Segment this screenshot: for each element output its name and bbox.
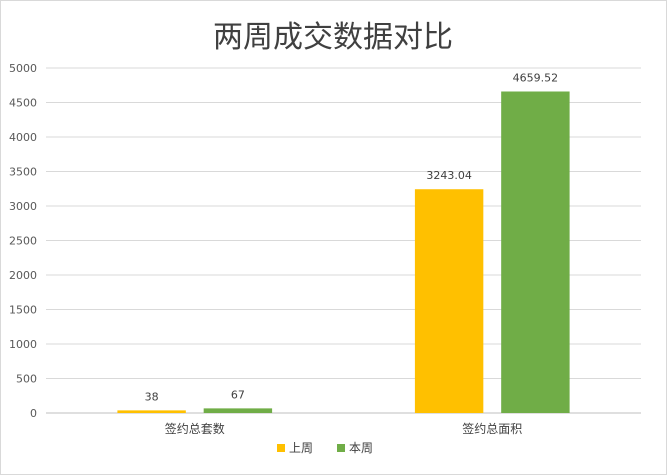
category-label: 签约总面积 bbox=[462, 421, 522, 436]
y-tick-label: 1500 bbox=[9, 304, 37, 317]
legend-swatch bbox=[277, 444, 285, 452]
bars bbox=[117, 91, 570, 414]
legend-swatch bbox=[337, 444, 345, 452]
y-tick-label: 0 bbox=[30, 407, 37, 420]
y-tick-label: 2500 bbox=[9, 235, 37, 248]
category-label: 签约总套数 bbox=[165, 421, 225, 436]
y-tick-label: 500 bbox=[16, 373, 37, 386]
y-tick-label: 1000 bbox=[9, 338, 37, 351]
legend-label: 上周 bbox=[289, 441, 313, 455]
data-label: 3243.04 bbox=[426, 169, 472, 182]
bar-this-week bbox=[203, 408, 273, 413]
y-tick-label: 5000 bbox=[9, 62, 37, 75]
data-labels: 38 67 3243.04 4659.52 bbox=[145, 71, 559, 403]
y-tick-label: 3500 bbox=[9, 166, 37, 179]
chart-title: 两周成交数据对比 bbox=[213, 20, 453, 55]
bar-last-week bbox=[414, 189, 484, 413]
bar-last-week bbox=[117, 410, 186, 413]
y-tick-label: 2000 bbox=[9, 269, 37, 282]
legend: 上周 本周 bbox=[277, 441, 373, 455]
x-axis-categories: 签约总套数 签约总面积 bbox=[165, 421, 523, 436]
data-label: 38 bbox=[145, 390, 159, 403]
y-tick-label: 4500 bbox=[9, 97, 37, 110]
y-tick-label: 4000 bbox=[9, 131, 37, 144]
y-axis-ticks: 0 500 1000 1500 2000 2500 3000 3500 4000 4500 5000 bbox=[9, 62, 37, 420]
bar-this-week bbox=[501, 91, 570, 414]
legend-label: 本周 bbox=[349, 441, 373, 455]
y-tick-label: 3000 bbox=[9, 200, 37, 213]
data-label: 67 bbox=[231, 388, 245, 401]
data-label: 4659.52 bbox=[513, 71, 559, 84]
